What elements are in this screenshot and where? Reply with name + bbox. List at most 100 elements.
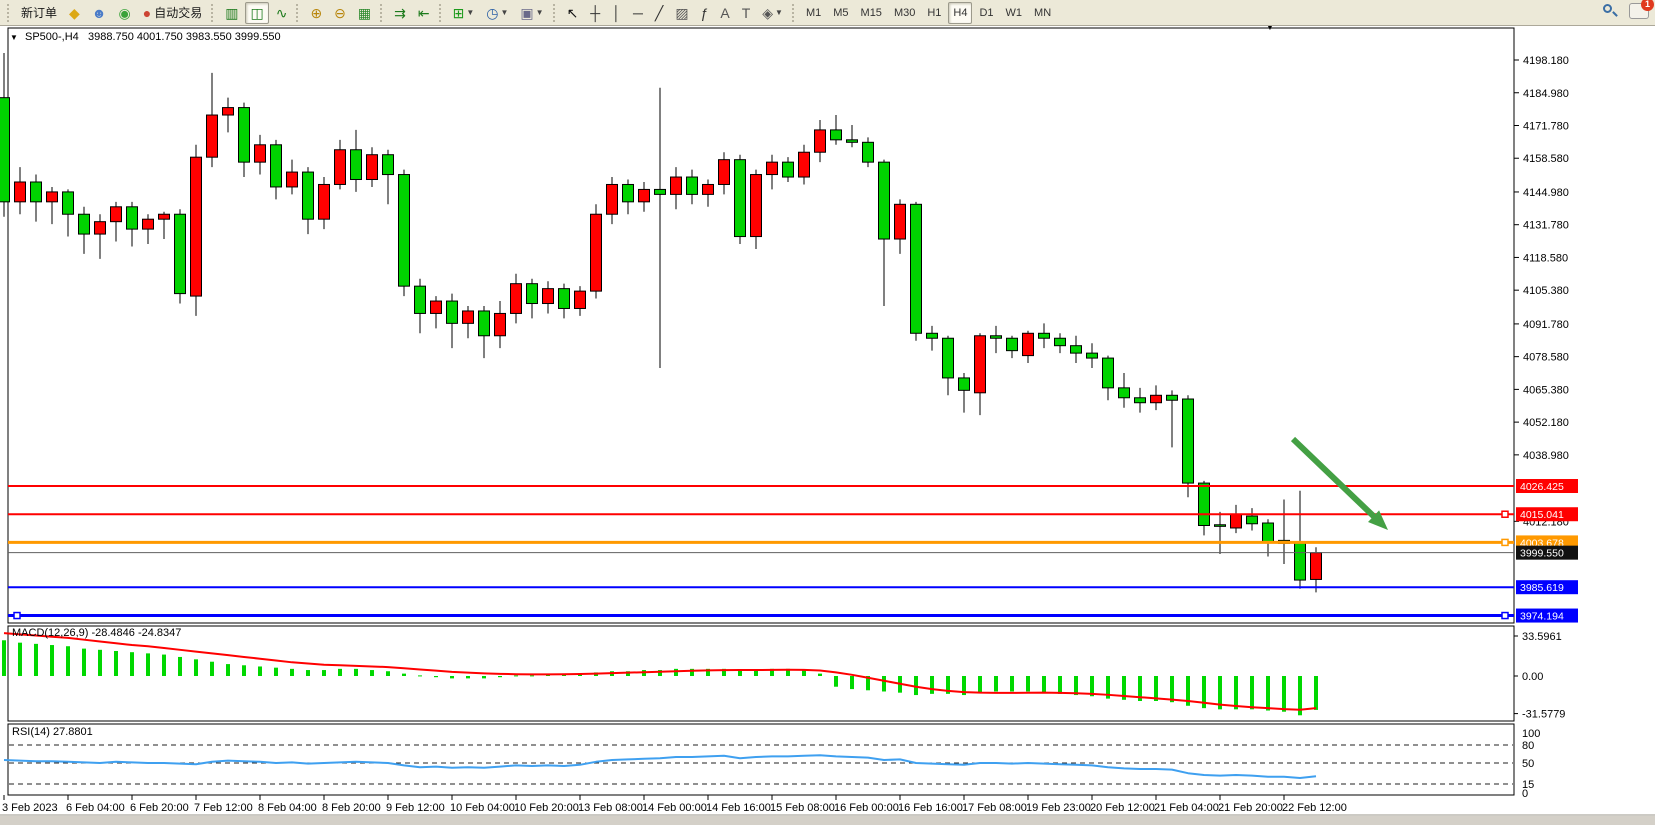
candle-body bbox=[1294, 542, 1306, 581]
chevron-down-icon[interactable]: ▼ bbox=[10, 32, 18, 42]
macd-histogram-bar bbox=[50, 645, 54, 676]
tf-m15[interactable]: M15 bbox=[856, 2, 887, 24]
candle-body bbox=[1230, 513, 1242, 529]
bar-chart-icon: ▥ bbox=[225, 4, 239, 21]
template-icon[interactable]: ▣ ▼ bbox=[515, 2, 548, 24]
template-icon-dropdown-caret[interactable]: ▼ bbox=[535, 8, 544, 17]
candle-body bbox=[462, 310, 474, 324]
vertical-line-icon[interactable]: │ bbox=[607, 2, 626, 24]
signals-icon[interactable]: ◉ bbox=[114, 2, 136, 24]
status-bar bbox=[0, 816, 1655, 825]
equidistant-channel-icon[interactable]: ▨ bbox=[670, 2, 693, 24]
macd-histogram-bar bbox=[354, 668, 358, 676]
candle-body bbox=[494, 312, 506, 337]
macd-histogram-bar bbox=[994, 676, 998, 692]
price-axis-label: 4198.180 bbox=[1523, 55, 1569, 67]
trend-arrow[interactable] bbox=[1290, 436, 1382, 524]
tf-m1[interactable]: M1 bbox=[801, 2, 826, 24]
candle-body bbox=[638, 188, 650, 203]
line-chart-icon[interactable]: ∿ bbox=[271, 2, 293, 24]
tile-windows-icon[interactable]: ▦ bbox=[353, 2, 376, 24]
chart-shift-icon[interactable]: ⇤ bbox=[413, 2, 435, 24]
candlestick-chart-icon[interactable]: ◫ bbox=[245, 1, 269, 24]
line-handle[interactable] bbox=[1501, 538, 1509, 547]
new-order-button[interactable]: 新订单 bbox=[16, 2, 62, 24]
macd-axis-label: 0.00 bbox=[1522, 671, 1543, 683]
candle-body bbox=[750, 174, 762, 238]
candle-body bbox=[830, 129, 842, 141]
horizontal-line-icon[interactable]: ─ bbox=[628, 2, 648, 24]
search-lens bbox=[1603, 4, 1612, 13]
macd-histogram-bar bbox=[530, 675, 534, 677]
cursor-icon[interactable]: ↖ bbox=[562, 2, 584, 24]
macd-histogram-bar bbox=[562, 674, 566, 676]
deposit-icon[interactable]: ◆ bbox=[64, 2, 85, 24]
tf-mn[interactable]: MN bbox=[1029, 2, 1056, 24]
text-icon[interactable]: A bbox=[715, 2, 734, 24]
line-handle[interactable] bbox=[1501, 611, 1509, 620]
candle-body bbox=[910, 203, 922, 334]
crosshair-icon[interactable]: ┼ bbox=[585, 2, 605, 24]
auto-scroll-icon[interactable]: ⇉ bbox=[389, 2, 411, 24]
zoom-in-icon[interactable]: ⊕ bbox=[305, 2, 327, 24]
auto-trading-button[interactable]: ● 自动交易 bbox=[138, 2, 207, 24]
periods-clock-icon[interactable]: ◷ ▼ bbox=[481, 2, 513, 24]
fibonacci-icon[interactable]: ƒ bbox=[696, 2, 714, 24]
candle-body bbox=[126, 206, 138, 230]
macd-histogram-bar bbox=[786, 668, 790, 676]
macd-histogram-bar bbox=[114, 650, 118, 676]
tf-w1[interactable]: W1 bbox=[1001, 2, 1028, 24]
candle-body bbox=[670, 176, 682, 195]
text-label-icon[interactable]: T bbox=[737, 2, 756, 24]
time-axis-label: 13 Feb 08:00 bbox=[578, 802, 643, 814]
macd-histogram-bar bbox=[482, 676, 486, 679]
shapes-icon: ◈ bbox=[762, 4, 774, 21]
line-handle[interactable] bbox=[1501, 510, 1509, 518]
trendline-icon[interactable]: ╱ bbox=[650, 2, 668, 24]
candle-body bbox=[350, 149, 362, 181]
price-axis-label: 4131.780 bbox=[1523, 220, 1569, 232]
zoom-out-icon[interactable]: ⊖ bbox=[329, 2, 351, 24]
notifications-icon[interactable]: 1 bbox=[1629, 0, 1654, 19]
periods-clock-icon-dropdown-caret[interactable]: ▼ bbox=[500, 8, 509, 17]
tf-h4[interactable]: H4 bbox=[948, 1, 973, 24]
time-axis-label: 16 Feb 00:00 bbox=[834, 802, 899, 814]
vertical-line-icon: │ bbox=[612, 4, 621, 21]
toolbar-grip bbox=[791, 3, 795, 22]
candle-body bbox=[990, 335, 1002, 339]
tf-m15-label: M15 bbox=[860, 6, 882, 19]
price-badge-label: 3985.619 bbox=[1520, 582, 1564, 594]
search-icon[interactable] bbox=[1601, 2, 1619, 20]
panel-drag-marker-icon[interactable]: ▼ bbox=[1266, 23, 1274, 32]
tf-m30[interactable]: M30 bbox=[889, 2, 920, 24]
candle-body bbox=[958, 377, 970, 391]
macd-histogram-bar bbox=[962, 676, 966, 696]
macd-histogram-bar bbox=[18, 642, 22, 676]
deposit-icon: ◆ bbox=[69, 4, 80, 21]
candle-body bbox=[190, 156, 202, 297]
tile-windows-icon: ▦ bbox=[357, 4, 372, 21]
line-handle[interactable] bbox=[13, 611, 21, 620]
candle-body bbox=[526, 283, 538, 305]
candle-body bbox=[894, 203, 906, 240]
candle-body bbox=[1102, 357, 1114, 389]
candle-body bbox=[606, 183, 618, 215]
candle-body bbox=[1262, 522, 1274, 543]
bar-chart-icon[interactable]: ▥ bbox=[220, 2, 243, 24]
macd-axis-label: -31.5779 bbox=[1522, 709, 1565, 721]
macd-histogram-bar bbox=[1058, 676, 1062, 694]
macd-histogram-bar bbox=[850, 676, 854, 690]
shapes-icon[interactable]: ◈ ▼ bbox=[757, 2, 788, 24]
tf-m5[interactable]: M5 bbox=[828, 2, 853, 24]
add-indicator-icon-dropdown-caret[interactable]: ▼ bbox=[466, 8, 475, 17]
candle-body bbox=[302, 171, 314, 220]
fibonacci-icon: ƒ bbox=[700, 4, 709, 21]
add-indicator-icon[interactable]: ⊞ ▼ bbox=[448, 2, 480, 24]
tf-d1[interactable]: D1 bbox=[974, 2, 998, 24]
macd-histogram-bar bbox=[130, 652, 134, 676]
profile-icon[interactable]: ☻ bbox=[87, 2, 112, 24]
shapes-icon-dropdown-caret[interactable]: ▼ bbox=[775, 8, 783, 17]
macd-histogram-bar bbox=[754, 670, 758, 676]
tf-h1[interactable]: H1 bbox=[922, 2, 946, 24]
